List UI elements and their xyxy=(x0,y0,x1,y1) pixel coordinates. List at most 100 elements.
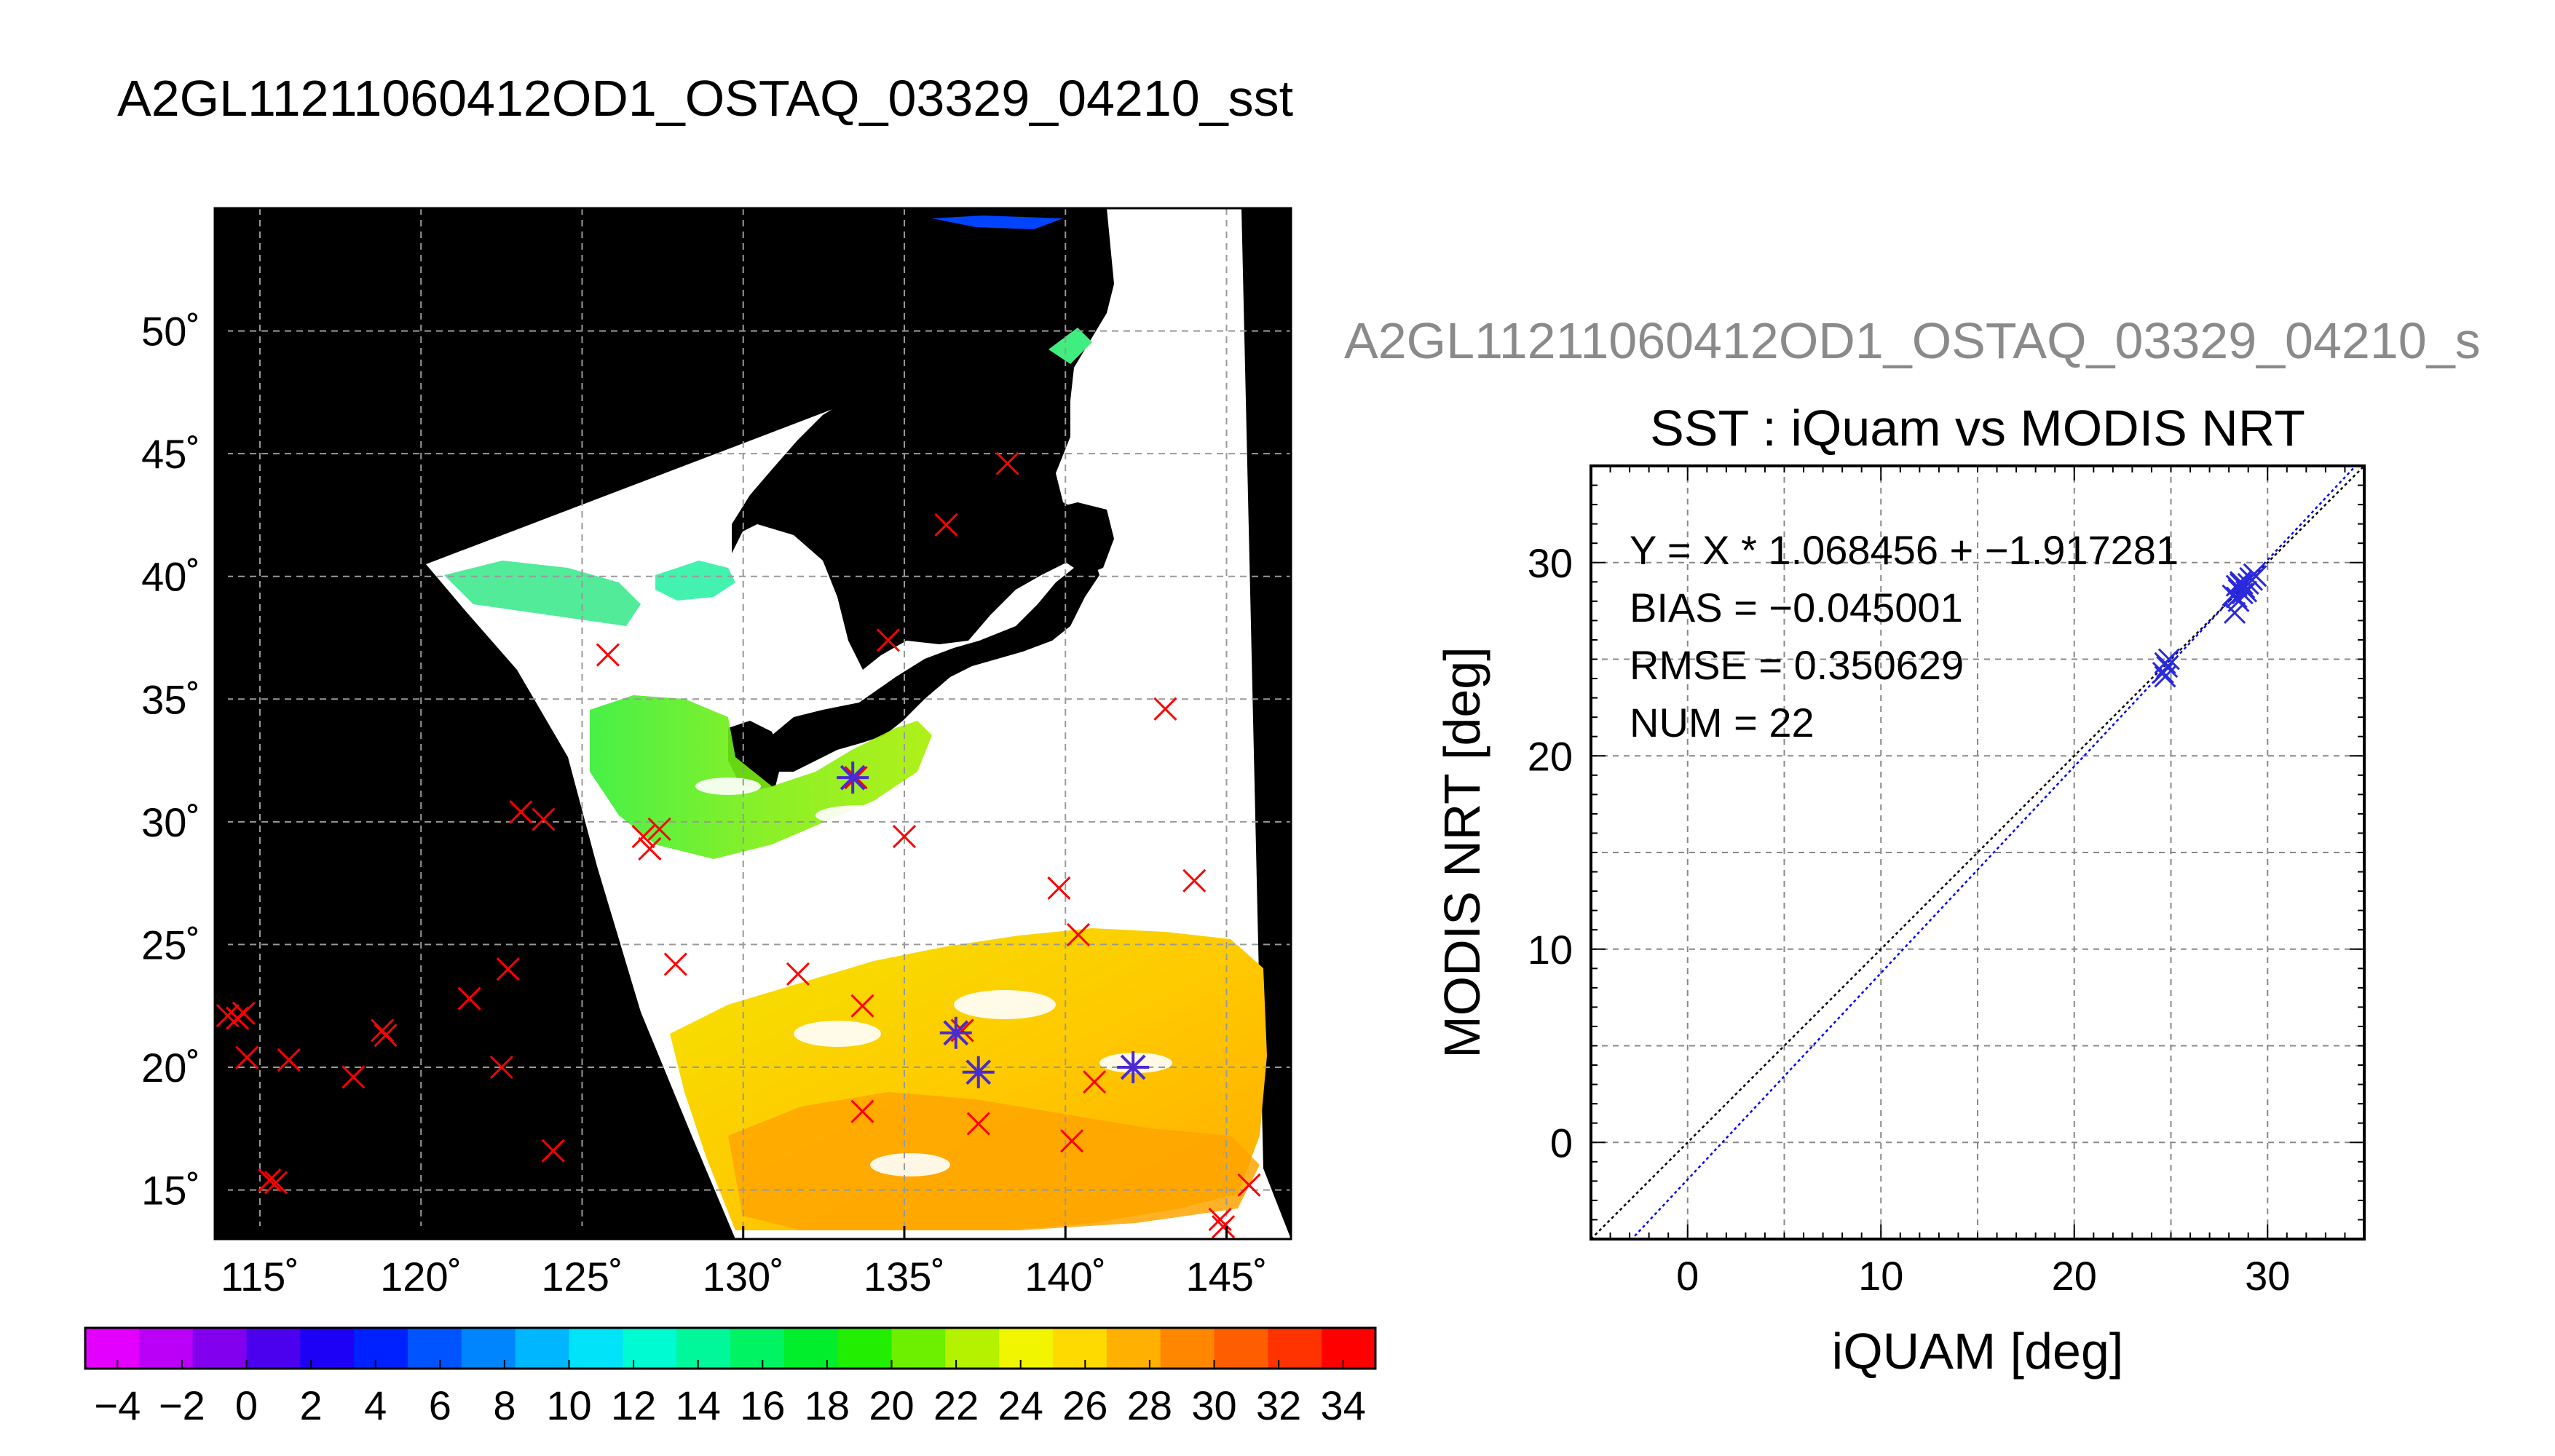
chart-tick-labels: 0 10 20 30 0 10 20 30 xyxy=(1528,540,2291,1299)
insitu-marker xyxy=(631,825,655,849)
matchup-marker xyxy=(1117,1051,1150,1083)
colorbar-tick-label: 4 xyxy=(364,1382,387,1428)
colorbar: −4 −2 0 2 4 6 8 10 12 14 16 18 20 22 24 26 28 30 32 34 xyxy=(84,1326,1377,1428)
colorbar-segment xyxy=(891,1328,946,1369)
insitu-marker xyxy=(876,628,900,652)
insitu-marker xyxy=(457,986,481,1010)
sakhalin-hokkaido-land xyxy=(1049,502,1114,575)
insitu-marker xyxy=(541,1139,565,1163)
insitu-marker xyxy=(374,1024,398,1048)
colorbar-segment xyxy=(246,1328,301,1369)
matchup-marker xyxy=(837,761,869,794)
chart-title: SST : iQuam vs MODIS NRT xyxy=(1650,400,2305,456)
y-tick-label: 20 xyxy=(1528,733,1573,779)
colorbar-tick-label: 34 xyxy=(1321,1382,1366,1428)
colorbar-segment xyxy=(1214,1328,1268,1369)
sst-field-warm-core xyxy=(728,1092,1260,1230)
map-markers xyxy=(216,451,1261,1239)
insitu-marker xyxy=(966,1112,990,1136)
colorbar-segment xyxy=(192,1328,247,1369)
map-lon-label: 120˚ xyxy=(380,1254,462,1299)
map-lat-label: 45˚ xyxy=(141,431,200,477)
coastal-strip-green xyxy=(1049,328,1092,364)
map-ticks xyxy=(215,330,1228,1239)
colorbar-tick-label: 10 xyxy=(546,1382,591,1428)
insitu-marker xyxy=(532,807,556,831)
regression-line xyxy=(1630,466,2357,1239)
insitu-marker xyxy=(1237,1173,1261,1197)
colorbar-tick-label: 28 xyxy=(1127,1382,1172,1428)
colorbar-tick-label: 2 xyxy=(300,1382,323,1428)
map-lat-label: 15˚ xyxy=(141,1168,200,1214)
sst-map xyxy=(215,208,1291,1239)
japan-korea-land xyxy=(732,208,1114,670)
insitu-marker xyxy=(1066,922,1091,947)
insitu-marker xyxy=(995,451,1019,475)
colorbar-segment xyxy=(1053,1328,1107,1369)
colorbar-segment xyxy=(623,1328,677,1369)
colorbar-tick-label: 32 xyxy=(1256,1382,1301,1428)
insitu-marker xyxy=(509,800,533,824)
map-lon-label: 115˚ xyxy=(221,1254,299,1299)
insitu-marker xyxy=(850,994,874,1018)
colorbar-tick-label: 20 xyxy=(869,1382,914,1428)
colorbar-segment xyxy=(408,1328,462,1369)
insitu-marker xyxy=(1060,1129,1084,1153)
colorbar-tick-label: −2 xyxy=(159,1382,205,1428)
map-lat-label: 20˚ xyxy=(141,1045,200,1091)
colorbar-segment xyxy=(783,1328,839,1369)
chart-ticks xyxy=(1590,465,2365,1240)
map-lat-label: 35˚ xyxy=(141,676,200,722)
insitu-marker xyxy=(496,957,520,981)
colorbar-segment xyxy=(945,1328,1000,1369)
map-lon-label: 130˚ xyxy=(703,1254,784,1299)
insitu-marker xyxy=(1182,869,1207,893)
colorbar-segment xyxy=(569,1328,623,1369)
insitu-marker xyxy=(647,817,671,842)
y-tick-label: 0 xyxy=(1550,1120,1573,1166)
insitu-marker xyxy=(786,962,810,986)
map-frame xyxy=(213,207,1292,1241)
map-lon-label: 135˚ xyxy=(864,1254,945,1299)
y-axis-label: MODIS NRT [deg] xyxy=(1434,646,1490,1058)
stat-annotation: RMSE = 0.350629 xyxy=(1630,642,1964,688)
map-lat-label: 40˚ xyxy=(141,554,200,600)
data-point xyxy=(2154,665,2176,688)
insitu-marker xyxy=(371,1018,395,1042)
map-tick-labels: 115˚ 120˚ 125˚ 130˚ 135˚ 140˚ 145˚ 50˚ 45˚ 40˚ 35˚… xyxy=(141,309,1267,1299)
data-point xyxy=(2156,656,2179,678)
insitu-marker xyxy=(1083,1070,1107,1094)
colorbar-tick-label: 16 xyxy=(740,1382,785,1428)
matchup-marker xyxy=(939,1016,972,1049)
x-tick-label: 0 xyxy=(1676,1253,1699,1299)
map-lat-label: 30˚ xyxy=(141,799,200,845)
stat-annotation: Y = X * 1.068456 + −1.917281 xyxy=(1630,527,2179,573)
colorbar-segment xyxy=(999,1328,1054,1369)
coastal-strip xyxy=(932,215,1063,229)
insitu-marker xyxy=(232,1001,256,1025)
stat-annotation: NUM = 22 xyxy=(1630,700,1814,745)
y-tick-label: 30 xyxy=(1528,540,1573,586)
colorbar-frame xyxy=(84,1326,1377,1370)
colorbar-tick-label: 0 xyxy=(235,1382,258,1428)
colorbar-segment xyxy=(676,1328,731,1369)
insitu-marker xyxy=(1047,876,1071,900)
colorbar-segment xyxy=(1160,1328,1215,1369)
insitu-marker xyxy=(638,836,662,861)
data-point xyxy=(2152,662,2174,684)
insitu-marker xyxy=(934,513,958,537)
map-lat-label: 25˚ xyxy=(141,922,200,968)
colorbar-tick-label: 18 xyxy=(805,1382,850,1428)
data-point xyxy=(2224,601,2246,624)
data-point xyxy=(2231,572,2254,596)
colorbar-tick-label: 24 xyxy=(998,1382,1043,1428)
chart-points xyxy=(2152,563,2267,688)
map-lat-label: 50˚ xyxy=(141,309,200,355)
insitu-marker xyxy=(892,825,917,849)
map-lon-label: 145˚ xyxy=(1185,1254,1267,1299)
colorbar-segment xyxy=(300,1328,355,1369)
colorbar-segment xyxy=(515,1328,569,1369)
data-point xyxy=(2243,563,2265,585)
colorbar-tick-label: −4 xyxy=(94,1382,141,1428)
